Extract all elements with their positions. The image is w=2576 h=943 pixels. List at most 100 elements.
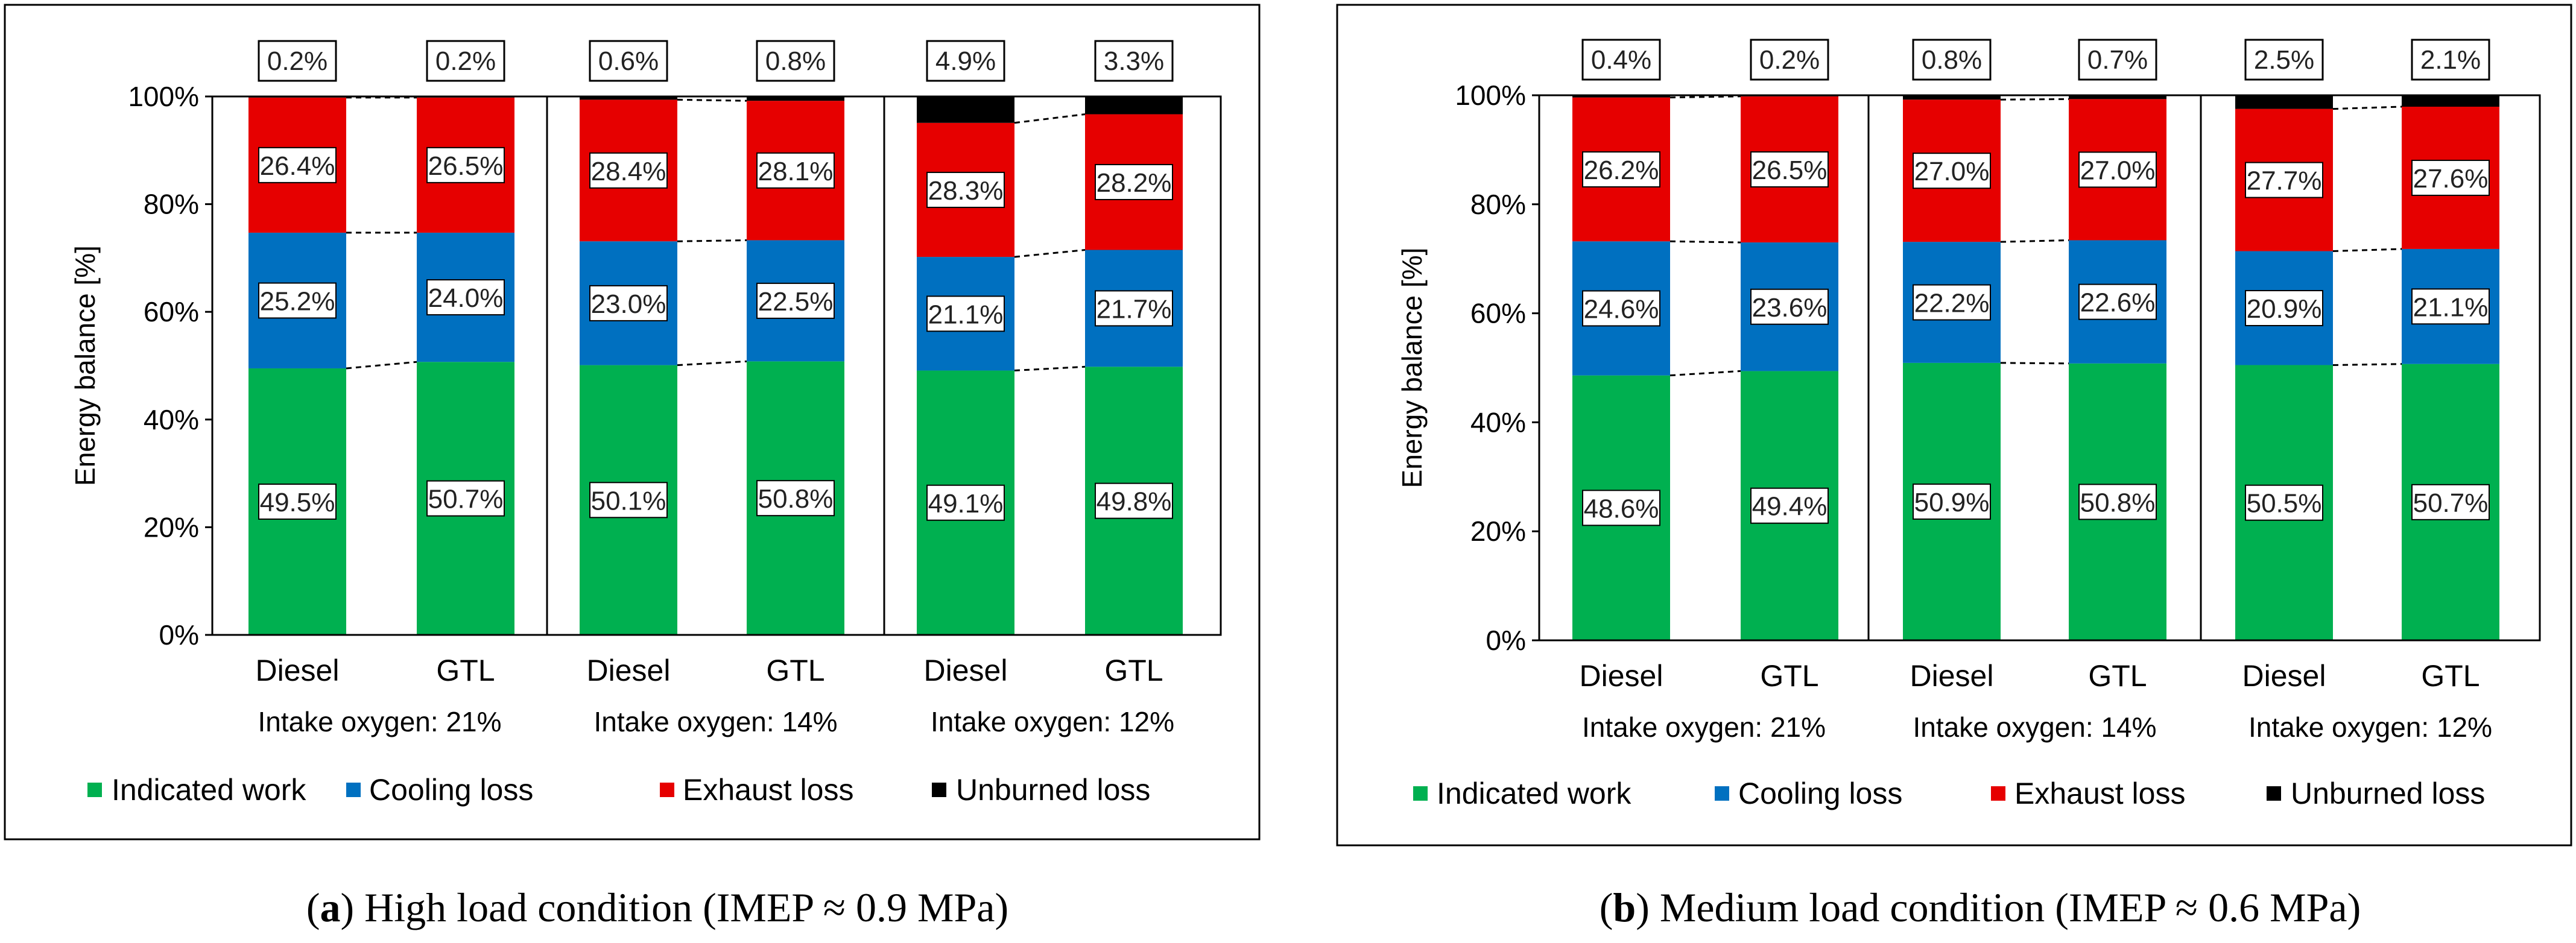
connector-line (1669, 240, 1741, 244)
y-tick-label: 40% (1470, 406, 1526, 438)
data-label-text: 0.8% (765, 46, 826, 76)
data-label-exhaust: 27.0% (1913, 153, 1991, 189)
connector-line (1014, 249, 1086, 258)
data-label-text: 50.1% (591, 486, 666, 516)
data-label-box (2411, 159, 2490, 196)
connector-line (1014, 365, 1086, 372)
data-label-exhaust: 28.4% (589, 152, 668, 189)
legend-item-unburned: Unburned loss (2267, 777, 2485, 810)
data-label-box (426, 147, 505, 183)
legend-label: Unburned loss (956, 773, 1150, 807)
legend-item-cooling: Cooling loss (346, 773, 533, 807)
legend-swatch (660, 783, 674, 797)
bar-segment-unburned (580, 96, 677, 100)
data-label-box (589, 40, 668, 82)
data-label-box (756, 152, 835, 189)
caption-letter: a (320, 885, 341, 930)
data-label-text: 50.8% (2080, 488, 2156, 517)
figure-caption: (a) High load condition (IMEP ≈ 0.9 MPa) (306, 885, 1008, 930)
data-label-text: 48.6% (1584, 494, 1659, 523)
connector-line (2332, 248, 2402, 253)
data-label-text: 24.0% (428, 283, 504, 313)
data-label-box (589, 285, 668, 321)
legend: Indicated work Cooling loss Exhaust loss Un… (87, 773, 1150, 807)
y-tick-label: 60% (144, 296, 199, 327)
connector-line (2000, 362, 2069, 365)
data-label-text: 49.1% (928, 489, 1004, 519)
data-label-box (1750, 39, 1829, 81)
data-label-box (1913, 483, 1991, 520)
bar-segment-unburned (2235, 95, 2333, 109)
data-label-box (589, 152, 668, 189)
caption-letter: b (1613, 885, 1636, 930)
connector-line (2000, 239, 2069, 243)
y-tick-label: 0% (159, 619, 199, 651)
data-label-text: 28.4% (591, 157, 666, 186)
data-label-text: 25.2% (260, 286, 335, 316)
data-label-indicated: 50.7% (2411, 484, 2490, 520)
data-label-text: 22.5% (758, 287, 834, 317)
caption-text: ) Medium load condition (IMEP ≈ 0.6 MPa) (1636, 885, 2361, 930)
data-label-box (1750, 151, 1829, 188)
data-label-indicated: 49.5% (258, 483, 337, 520)
bar-segment-unburned (917, 96, 1014, 123)
data-label-text: 26.5% (428, 151, 504, 181)
data-label-text: 3.3% (1104, 46, 1164, 76)
data-label-box (1095, 482, 1173, 519)
caption-open-paren: ( (306, 885, 320, 930)
data-label-indicated: 48.6% (1582, 490, 1660, 526)
data-label-text: 26.5% (1752, 156, 1828, 185)
data-label-text: 50.8% (758, 484, 834, 514)
group-label: Intake oxygen: 12% (2248, 711, 2492, 743)
data-label-unburned: 0.6% (589, 40, 668, 82)
x-tick-label: GTL (1104, 654, 1163, 687)
data-label-text: 4.9% (935, 46, 996, 76)
data-label-unburned: 2.5% (2244, 39, 2324, 81)
data-label-unburned: 0.2% (258, 40, 337, 82)
data-label-box (1913, 153, 1991, 189)
data-label-text: 28.2% (1097, 168, 1172, 198)
data-label-box (1095, 163, 1173, 200)
data-label-box (1912, 39, 1992, 81)
plot-area-border (211, 95, 1222, 636)
data-label-box (258, 40, 337, 82)
legend-item-unburned: Unburned loss (932, 773, 1150, 807)
data-label-text: 27.6% (2413, 164, 2489, 194)
legend-label: Cooling loss (1738, 777, 1902, 810)
data-label-text: 28.1% (758, 157, 834, 186)
data-label-box (2078, 151, 2157, 188)
data-label-box (1582, 290, 1660, 327)
x-tick-label: Diesel (1910, 659, 1994, 693)
data-label-text: 27.0% (1914, 157, 1990, 186)
data-label-box (589, 482, 668, 519)
x-tick-label: Diesel (924, 654, 1008, 687)
data-label-indicated: 50.8% (756, 480, 835, 517)
legend-label: Exhaust loss (2014, 777, 2185, 810)
data-label-box (2078, 39, 2157, 81)
data-label-text: 24.6% (1584, 294, 1659, 324)
data-label-cooling: 21.1% (926, 295, 1005, 332)
connector-line (677, 98, 747, 102)
data-label-box (1094, 40, 1174, 82)
data-label-indicated: 50.7% (426, 480, 505, 517)
data-label-exhaust: 28.2% (1095, 163, 1173, 200)
y-tick-label: 80% (144, 189, 199, 220)
legend-item-exhaust: Exhaust loss (1991, 777, 2185, 810)
legend-item-exhaust: Exhaust loss (660, 773, 853, 807)
connector-line (346, 361, 417, 370)
data-label-text: 23.6% (1752, 293, 1828, 323)
data-label-text: 50.7% (428, 485, 504, 514)
connector-line (2332, 106, 2402, 110)
caption-text: ) High load condition (IMEP ≈ 0.9 MPa) (341, 885, 1009, 930)
data-label-unburned: 2.1% (2411, 39, 2490, 81)
data-label-text: 0.2% (267, 46, 328, 76)
data-label-indicated: 49.8% (1095, 482, 1173, 519)
data-label-box (258, 147, 337, 183)
chart-panel-a: 0% 20% 40% 60% 80% 100% Energy balance [%] 49.5… (4, 4, 1261, 840)
legend-swatch (1991, 786, 2005, 801)
data-label-cooling: 25.2% (258, 282, 337, 319)
x-tick-label: Diesel (2242, 659, 2326, 693)
connector-line (1669, 95, 1741, 99)
x-tick-label: GTL (2088, 659, 2147, 693)
data-label-indicated: 50.5% (2245, 484, 2323, 521)
